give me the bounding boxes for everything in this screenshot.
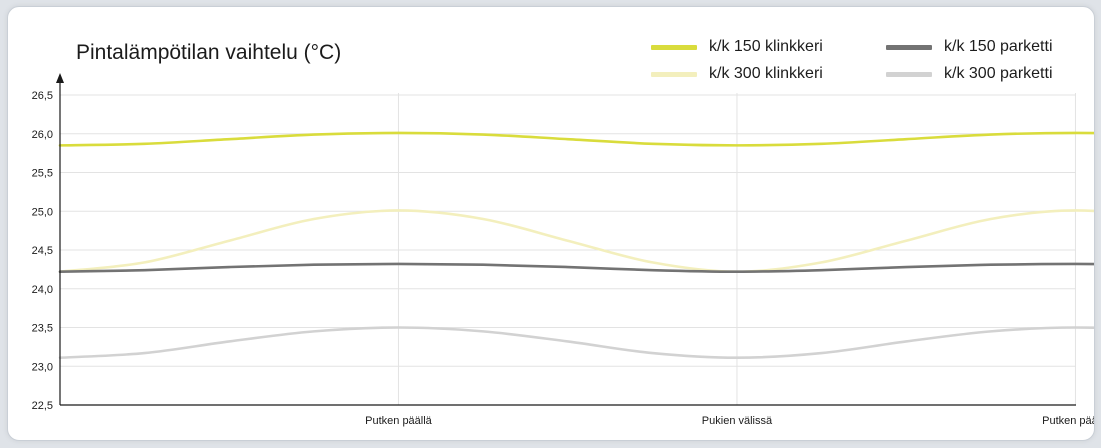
y-tick-label: 24,0 — [32, 284, 53, 296]
legend-label: k/k 300 parketti — [944, 65, 1053, 82]
legend-item-k-k-300-parketti: k/k 300 parketti — [886, 63, 1053, 85]
y-tick-label: 25,5 — [32, 168, 53, 180]
y-tick-label: 26,5 — [32, 90, 53, 102]
y-axis-arrow-icon — [56, 73, 64, 83]
legend-label: k/k 150 klinkkeri — [709, 38, 823, 55]
y-tick-label: 22,5 — [32, 400, 53, 412]
y-tick-label: 26,0 — [32, 129, 53, 141]
y-tick-label: 23,0 — [32, 361, 53, 373]
legend-item-k-k-150-klinkkeri: k/k 150 klinkkeri — [651, 36, 823, 58]
legend-item-k-k-150-parketti: k/k 150 parketti — [886, 36, 1053, 58]
x-category-label: Putken päällä — [1042, 415, 1094, 427]
legend-swatch-k-k-300-parketti — [886, 71, 932, 77]
legend-item-k-k-300-klinkkeri: k/k 300 klinkkeri — [651, 63, 823, 85]
series-line-k-k-300-klinkkeri — [58, 209, 1094, 274]
legend-swatch-k-k-150-parketti — [886, 44, 932, 50]
x-category-label: Putken päällä — [365, 415, 433, 427]
series-line-k-k-300-parketti — [58, 326, 1094, 360]
series-line-k-k-150-klinkkeri — [58, 131, 1094, 147]
chart-title: Pintalämpötilan vaihtelu (°C) — [76, 41, 342, 64]
series-line-k-k-150-parketti — [58, 262, 1094, 274]
x-category-label: Pukien välissä — [702, 415, 773, 427]
y-tick-label: 23,5 — [32, 323, 53, 335]
legend-swatch-k-k-300-klinkkeri — [651, 71, 697, 77]
chart-panel: Pintalämpötilan vaihtelu (°C) k/k 150 kl… — [7, 6, 1095, 441]
legend-label: k/k 300 klinkkeri — [709, 65, 823, 82]
y-tick-label: 24,5 — [32, 245, 53, 257]
legend-swatch-k-k-150-klinkkeri — [651, 44, 697, 50]
chart-plot: 26,5 26,0 25,5 25,0 24,5 24,0 23,5 23,0 22,5 Putk… — [32, 73, 1094, 427]
legend-label: k/k 150 parketti — [944, 38, 1053, 55]
y-tick-label: 25,0 — [32, 206, 53, 218]
